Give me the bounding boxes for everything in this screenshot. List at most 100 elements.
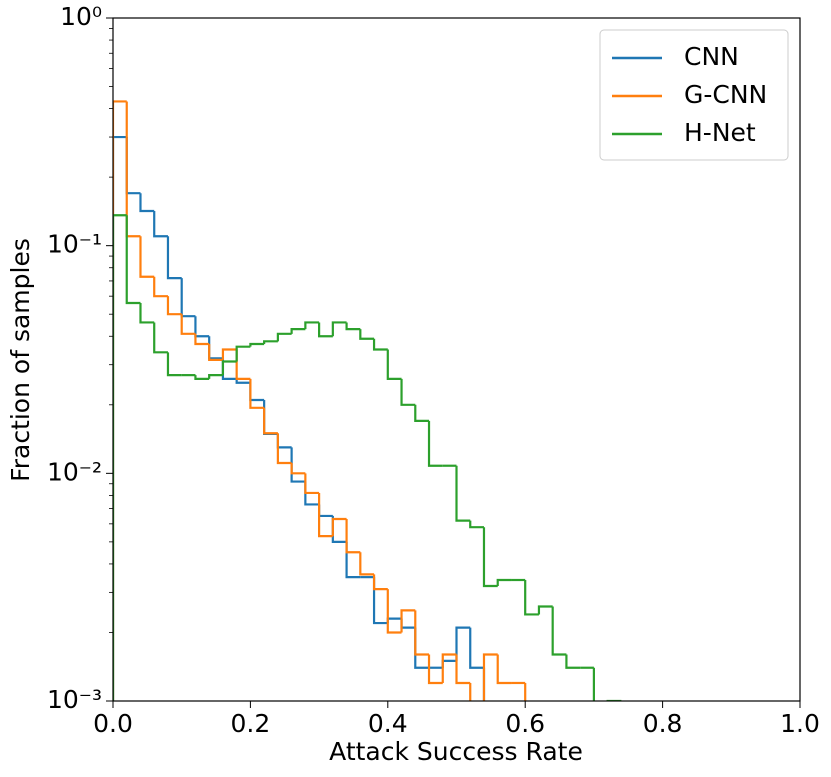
x-tick-label: 0.0 (93, 709, 133, 738)
histogram-step (153, 276, 168, 298)
histogram-step (386, 617, 402, 624)
histogram-step (565, 654, 581, 669)
histogram-step (125, 101, 141, 238)
histogram-step (345, 519, 361, 554)
histogram-step (194, 316, 210, 338)
legend-box (599, 29, 789, 161)
histogram-step (194, 333, 210, 346)
axes-frame (112, 17, 801, 702)
histogram-step (400, 378, 416, 406)
histogram-step (318, 492, 333, 538)
x-tick-label: 0.2 (231, 709, 271, 738)
histogram-step (331, 321, 347, 337)
histogram-step (414, 627, 430, 669)
y-tick-label: 10⁻² (47, 457, 102, 486)
histogram-step (414, 404, 430, 422)
histogram-step (441, 659, 457, 668)
histogram-step (221, 360, 237, 376)
plot-area (113, 100, 622, 701)
histogram-step (592, 667, 595, 701)
histogram-step (276, 332, 292, 342)
histogram-step (153, 210, 168, 238)
x-tick-label: 0.8 (643, 709, 683, 738)
histogram-step (482, 667, 486, 701)
histogram-step (113, 214, 127, 701)
histogram-step (372, 338, 388, 351)
y-tick-label: 10⁻¹ (47, 230, 102, 259)
histogram-step (524, 682, 527, 701)
histogram-step (139, 193, 155, 213)
histogram-step (263, 399, 278, 436)
histogram-step (455, 465, 471, 522)
histogram-step (113, 135, 127, 701)
histogram-step (139, 302, 155, 324)
histogram-step (427, 420, 443, 467)
histogram-step (386, 589, 402, 634)
histogram-step (496, 654, 512, 685)
histogram-step (263, 407, 278, 435)
histogram-step (263, 340, 278, 344)
histogram-step (455, 626, 471, 661)
histogram-step (276, 433, 292, 449)
histogram-step (153, 322, 168, 354)
histogram-step (166, 352, 182, 377)
histogram-step (469, 682, 472, 701)
histogram-step (235, 378, 251, 384)
legend-label: G-CNN (684, 80, 767, 109)
histogram-step (469, 520, 484, 529)
histogram-step (208, 374, 223, 379)
histogram-step (482, 527, 498, 588)
histogram-step (221, 348, 237, 360)
x-tick-label: 0.6 (505, 709, 545, 738)
histogram-step (359, 552, 375, 576)
histogram-step (469, 627, 484, 669)
histogram-step (113, 100, 127, 701)
histogram-step (304, 473, 320, 495)
histogram-step (304, 321, 320, 330)
y-tick-label: 10⁰ (60, 2, 102, 31)
histogram-step (345, 322, 361, 331)
histogram-step (372, 577, 388, 625)
histogram-step (386, 349, 402, 380)
histogram-step (125, 215, 141, 305)
histogram-step (290, 447, 306, 483)
histogram-step (414, 610, 430, 656)
histogram-step (166, 236, 182, 280)
histogram-step (208, 343, 223, 361)
histogram-step (180, 314, 196, 335)
histogram-step (276, 433, 292, 465)
histogram-step (208, 336, 223, 360)
histogram-step (249, 378, 265, 409)
histogram-step (194, 375, 210, 380)
x-tick-label: 0.4 (368, 709, 408, 738)
histogram-step (166, 296, 182, 316)
histogram-step (139, 236, 155, 278)
legend-label: CNN (684, 42, 739, 71)
histogram-step (400, 609, 416, 633)
histogram-step (249, 342, 265, 347)
histogram-step (551, 606, 567, 656)
histogram-step (235, 349, 251, 380)
histogram-step (482, 653, 498, 701)
histogram-step (180, 278, 196, 318)
histogram-step (290, 328, 306, 334)
histogram-step (331, 517, 347, 537)
histogram-step (455, 654, 471, 685)
histogram-step (537, 605, 553, 615)
histogram-step (125, 137, 141, 195)
histogram-step (496, 578, 512, 586)
legend-label: H-Net (684, 118, 756, 147)
histogram-step (359, 329, 375, 340)
y-axis-label: Fraction of samples (6, 238, 35, 482)
histogram-step (372, 574, 388, 591)
x-tick-label: 1.0 (780, 709, 820, 738)
histogram-step (441, 653, 457, 683)
histogram-step (290, 463, 306, 475)
y-tick-label: 10⁻³ (47, 685, 102, 714)
histogram-step (249, 382, 265, 402)
histogram-step (427, 654, 443, 685)
histogram-step (318, 322, 333, 338)
histogram-step (345, 541, 361, 579)
histogram-step (524, 580, 539, 616)
